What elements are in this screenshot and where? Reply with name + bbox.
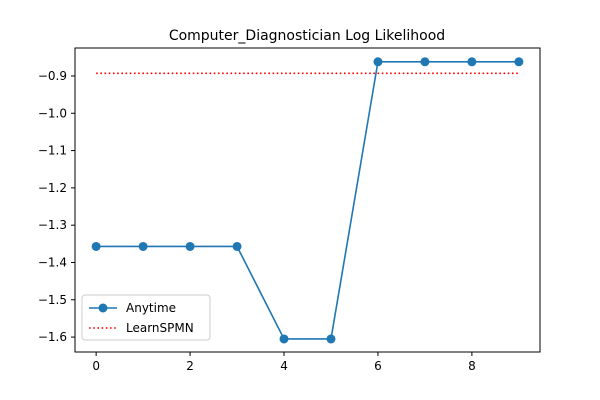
data-point-anytime bbox=[514, 57, 524, 67]
data-point-anytime bbox=[373, 57, 383, 67]
data-point-anytime bbox=[232, 241, 242, 251]
x-tick-label: 2 bbox=[186, 359, 194, 373]
data-point-anytime bbox=[185, 241, 195, 251]
y-tick-label: −1.5 bbox=[38, 293, 67, 307]
y-tick-label: −1.4 bbox=[38, 255, 67, 269]
data-point-anytime bbox=[467, 57, 477, 67]
y-tick-label: −1.6 bbox=[38, 330, 67, 344]
legend: Anytime LearnSPMN bbox=[81, 294, 211, 341]
y-tick-label: −1.2 bbox=[38, 181, 67, 195]
y-tick-label: −1.3 bbox=[38, 218, 67, 232]
series-line-anytime bbox=[96, 60, 519, 340]
x-axis-ticks: 0 2 4 6 8 bbox=[92, 352, 476, 373]
data-point-anytime bbox=[91, 241, 101, 251]
legend-label: Anytime bbox=[126, 301, 176, 315]
data-point-anytime bbox=[279, 334, 289, 344]
plot-area bbox=[91, 57, 524, 344]
y-axis-ticks: −1.6 −1.5 −1.4 −1.3 −1.2 −1.1 −1.0 −0.9 bbox=[38, 69, 75, 344]
axes-frame bbox=[74, 47, 541, 353]
y-tick-label: −1.1 bbox=[38, 144, 67, 158]
data-point-anytime bbox=[326, 334, 336, 344]
chart-title: Computer_Diagnostician Log Likelihood bbox=[169, 28, 445, 44]
data-point-anytime bbox=[420, 57, 430, 67]
y-tick-label: −1.0 bbox=[38, 106, 67, 120]
y-tick-label: −0.9 bbox=[38, 69, 67, 83]
legend-label: LearnSPMN bbox=[126, 321, 194, 335]
x-tick-label: 0 bbox=[92, 359, 100, 373]
legend-box bbox=[81, 294, 211, 341]
x-tick-label: 8 bbox=[468, 359, 476, 373]
x-tick-label: 6 bbox=[374, 359, 382, 373]
x-tick-label: 4 bbox=[280, 359, 288, 373]
legend-marker-anytime bbox=[98, 303, 108, 313]
data-point-anytime bbox=[138, 241, 148, 251]
